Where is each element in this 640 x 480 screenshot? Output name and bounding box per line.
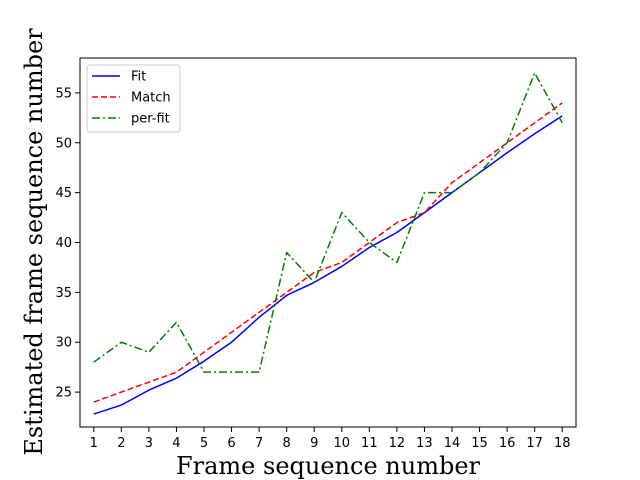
x-tick-label: 10 <box>334 436 351 451</box>
legend-label: Fit <box>131 70 146 85</box>
x-tick-label: 5 <box>200 436 208 451</box>
x-axis-ticks: 1 2 3 4 5 6 7 8 9 10 11 12 13 14 15 16 17 18 <box>90 427 571 451</box>
legend-entries: Fit Match per-fit <box>92 70 171 127</box>
y-tick-label: 50 <box>55 136 72 151</box>
x-tick-label: 2 <box>117 436 125 451</box>
x-tick-label: 4 <box>172 436 180 451</box>
x-tick-label: 13 <box>416 436 433 451</box>
x-tick-label: 11 <box>361 436 378 451</box>
legend-label: Match <box>131 91 171 106</box>
x-tick-label: 3 <box>145 436 153 451</box>
x-tick-label: 1 <box>90 436 98 451</box>
x-tick-label: 14 <box>444 436 461 451</box>
series-line-fit <box>93 115 563 415</box>
x-tick-label: 12 <box>389 436 406 451</box>
y-tick-label: 25 <box>55 386 72 401</box>
y-axis-ticks: 25 30 35 40 45 50 55 <box>55 86 80 401</box>
x-tick-label: 9 <box>310 436 318 451</box>
x-axis-label: Frame sequence number <box>176 452 481 480</box>
x-tick-label: 18 <box>554 436 571 451</box>
x-tick-label: 15 <box>471 436 488 451</box>
x-tick-label: 6 <box>227 436 235 451</box>
y-tick-label: 35 <box>55 286 72 301</box>
x-tick-label: 16 <box>499 436 516 451</box>
plot-lines <box>93 72 563 415</box>
y-axis-label: Estimated frame sequence number <box>20 28 48 456</box>
y-tick-label: 40 <box>55 236 72 251</box>
x-tick-label: 7 <box>255 436 263 451</box>
y-tick-label: 55 <box>55 86 72 101</box>
y-tick-label: 45 <box>55 186 72 201</box>
legend-box <box>86 64 181 133</box>
x-tick-label: 8 <box>283 436 291 451</box>
legend-label: per-fit <box>131 112 170 127</box>
y-tick-label: 30 <box>55 336 72 351</box>
series-line-match <box>93 102 563 403</box>
series-line-per-fit <box>93 72 563 373</box>
legend: Fit Match per-fit <box>86 64 181 133</box>
x-tick-label: 17 <box>526 436 543 451</box>
